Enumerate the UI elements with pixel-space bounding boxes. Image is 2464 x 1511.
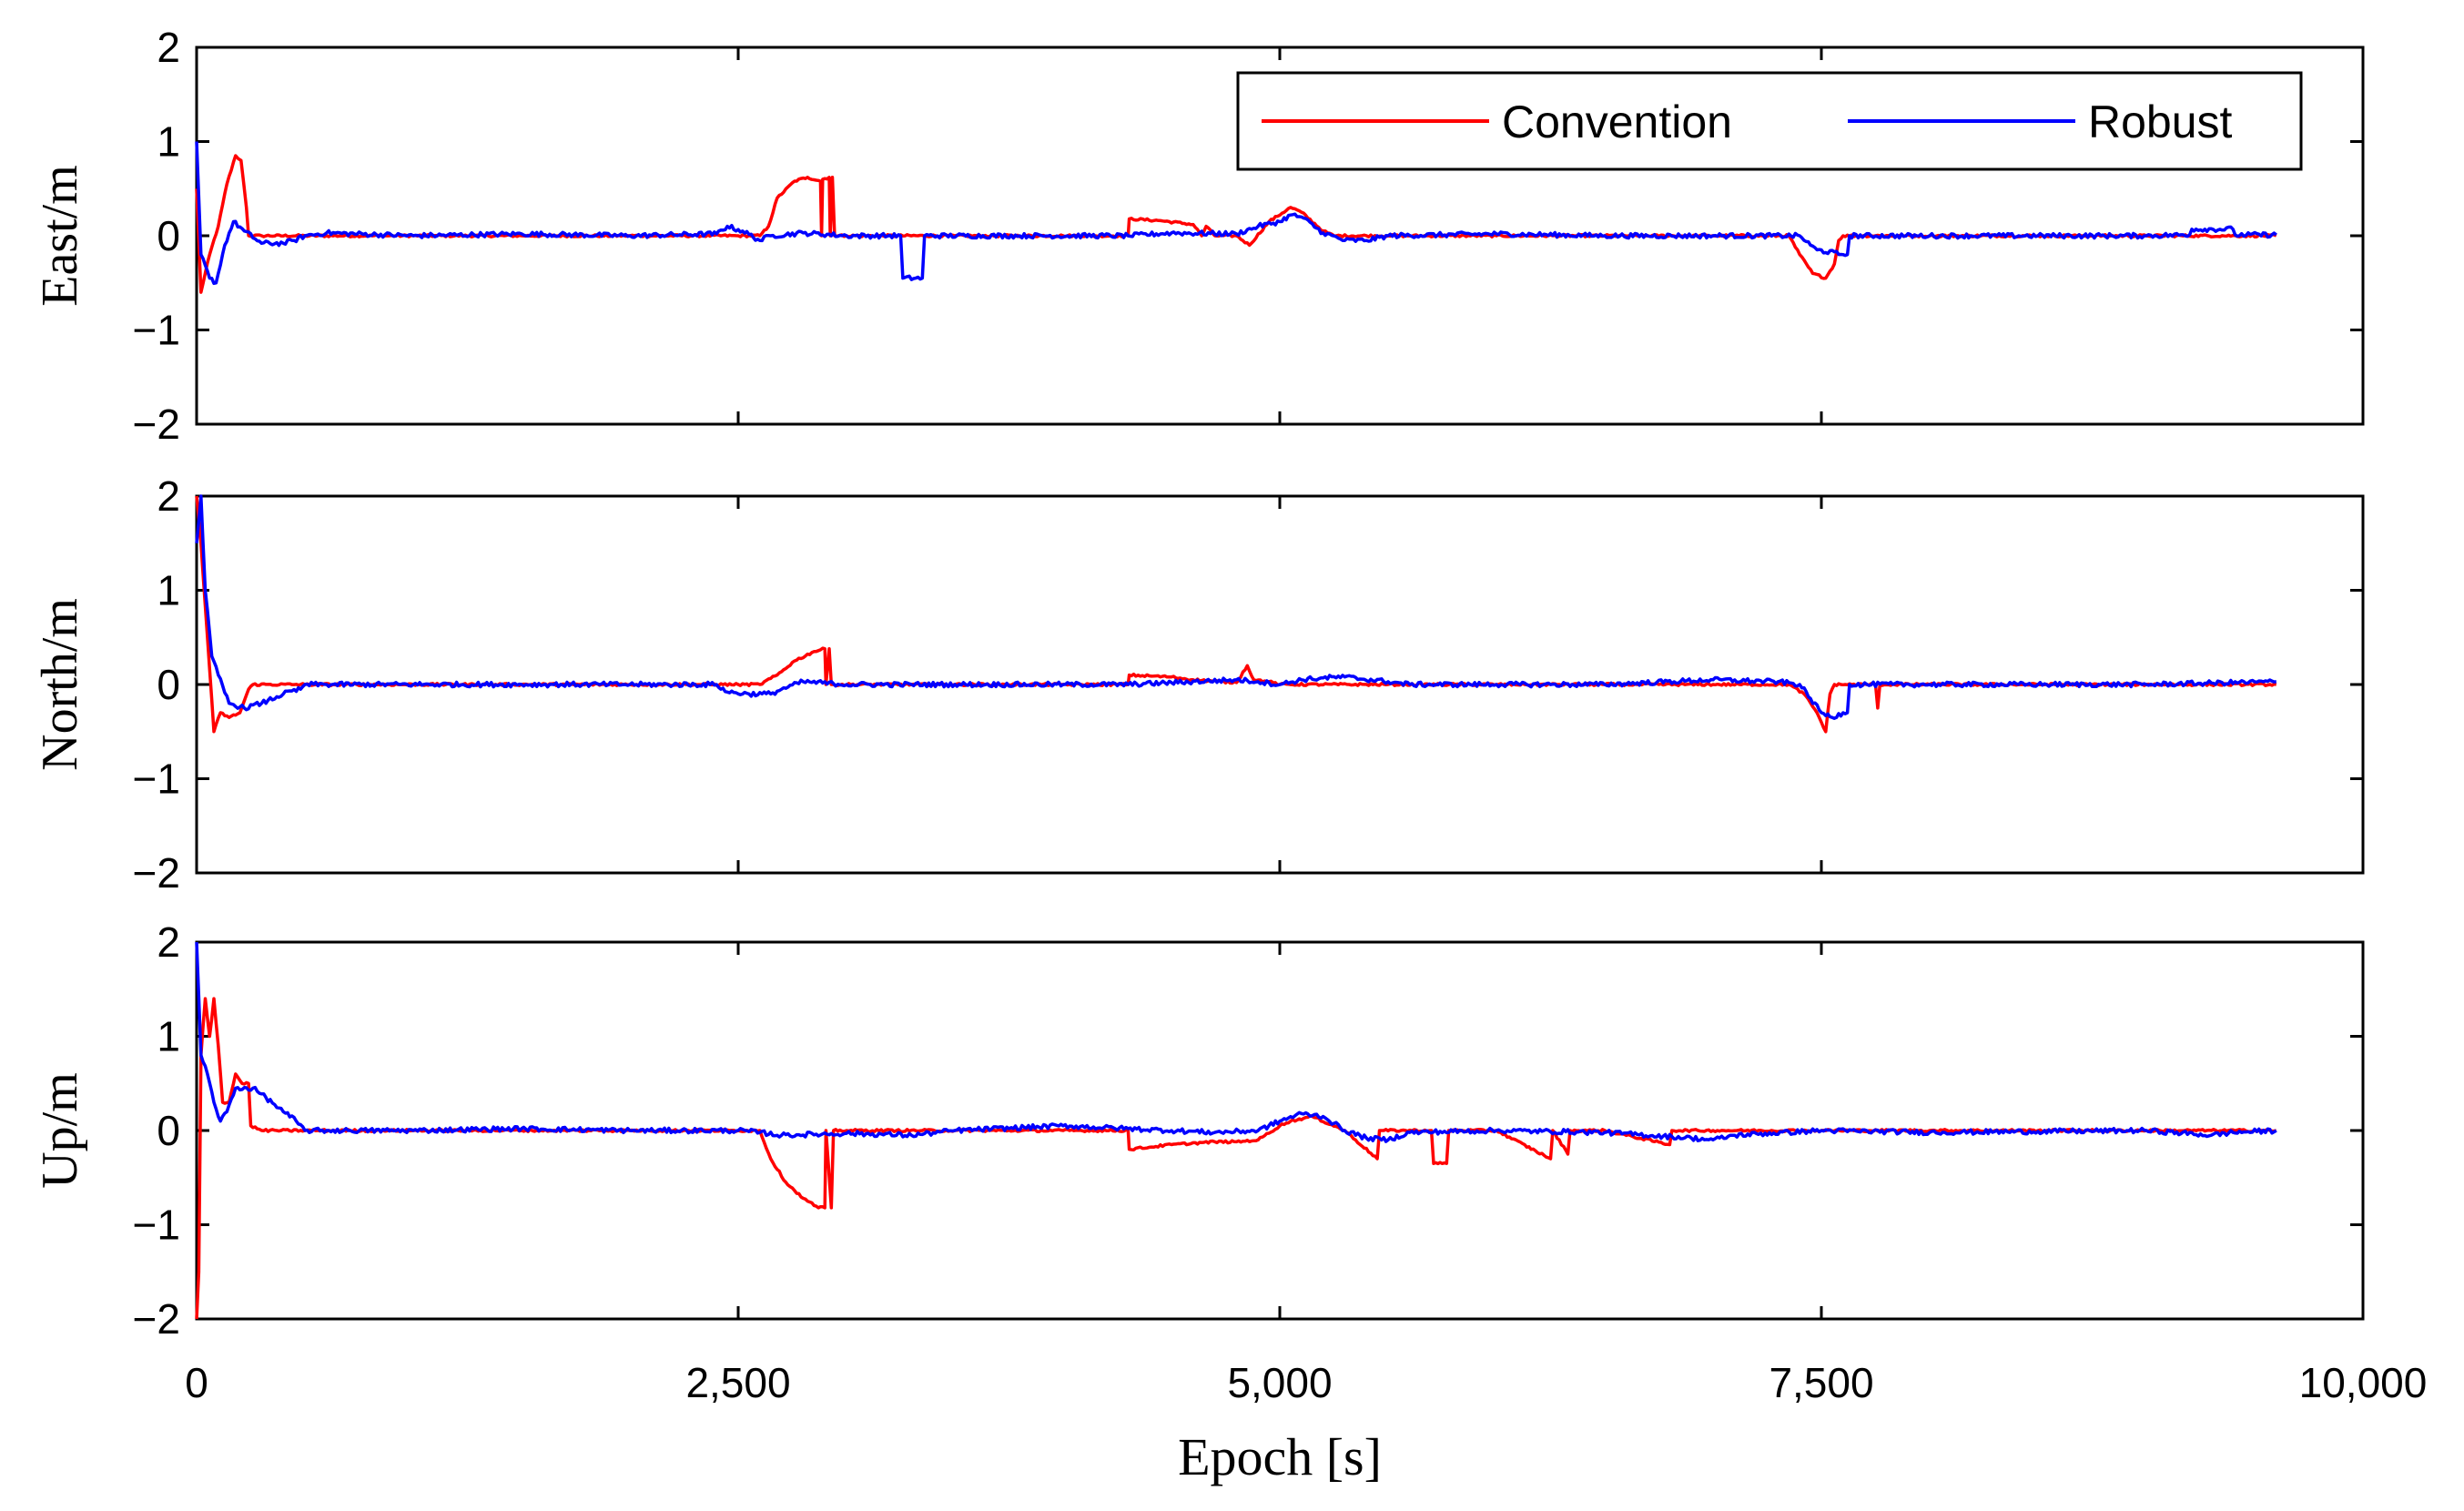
east-y-tick-label: 0: [157, 212, 180, 259]
x-tick-label: 5,000: [1227, 1359, 1332, 1406]
x-tick-label: 0: [185, 1359, 208, 1406]
north-y-tick-label: 1: [157, 567, 180, 614]
x-tick-label: 10,000: [2299, 1359, 2428, 1406]
x-axis-label: Epoch [s]: [1178, 1427, 1382, 1486]
north-plot: [195, 494, 2277, 734]
up-y-ticks: 2 1 0 −1 −2: [133, 918, 2363, 1343]
east-x-ticks: [195, 47, 2365, 424]
x-tick-label: 7,500: [1769, 1359, 1873, 1406]
north-y-ticks: 2 1 0 −1 −2: [133, 472, 2363, 897]
up-y-tick-label: 2: [157, 918, 180, 966]
north-y-axis-label: North/m: [32, 598, 88, 771]
east-y-tick-label: −2: [133, 401, 180, 448]
panel-east: 2 1 0 −1 −2 East/m Convention Robust: [32, 24, 2365, 448]
up-y-tick-label: −1: [133, 1202, 180, 1249]
east-y-axis-label: East/m: [32, 165, 88, 307]
north-y-tick-label: −1: [133, 756, 180, 803]
east-y-tick-label: 2: [157, 24, 180, 71]
legend-label-convention: Convention: [1502, 96, 1732, 147]
legend: Convention Robust: [1236, 71, 2303, 171]
up-series-robust: [195, 941, 2277, 1143]
up-y-axis-label: Up/m: [32, 1072, 88, 1189]
x-tick-labels: 0 2,500 5,000 7,500 10,000: [185, 1359, 2427, 1406]
panel-north: 2 1 0 −1 −2 North/m: [32, 472, 2365, 897]
up-plot: [195, 941, 2277, 1320]
up-y-tick-label: 1: [157, 1013, 180, 1060]
east-y-tick-label: 1: [157, 118, 180, 166]
north-y-tick-label: 0: [157, 661, 180, 708]
up-series-convention: [195, 997, 2277, 1320]
east-plot: [195, 141, 2277, 294]
x-tick-label: 2,500: [685, 1359, 790, 1406]
panel-up: 2 1 0 −1 −2 Up/m: [32, 918, 2365, 1343]
north-y-tick-label: −2: [133, 849, 180, 897]
east-series-robust: [195, 141, 2277, 286]
east-series-convention: [195, 154, 2277, 294]
east-y-tick-label: −1: [133, 307, 180, 354]
up-y-tick-label: −2: [133, 1295, 180, 1343]
east-y-ticks: 2 1 0 −1 −2: [133, 24, 2363, 448]
up-y-tick-label: 0: [157, 1107, 180, 1154]
north-series-robust: [195, 494, 2276, 720]
legend-label-robust: Robust: [2088, 96, 2233, 147]
north-series-convention: [195, 495, 2277, 734]
north-y-tick-label: 2: [157, 472, 180, 520]
